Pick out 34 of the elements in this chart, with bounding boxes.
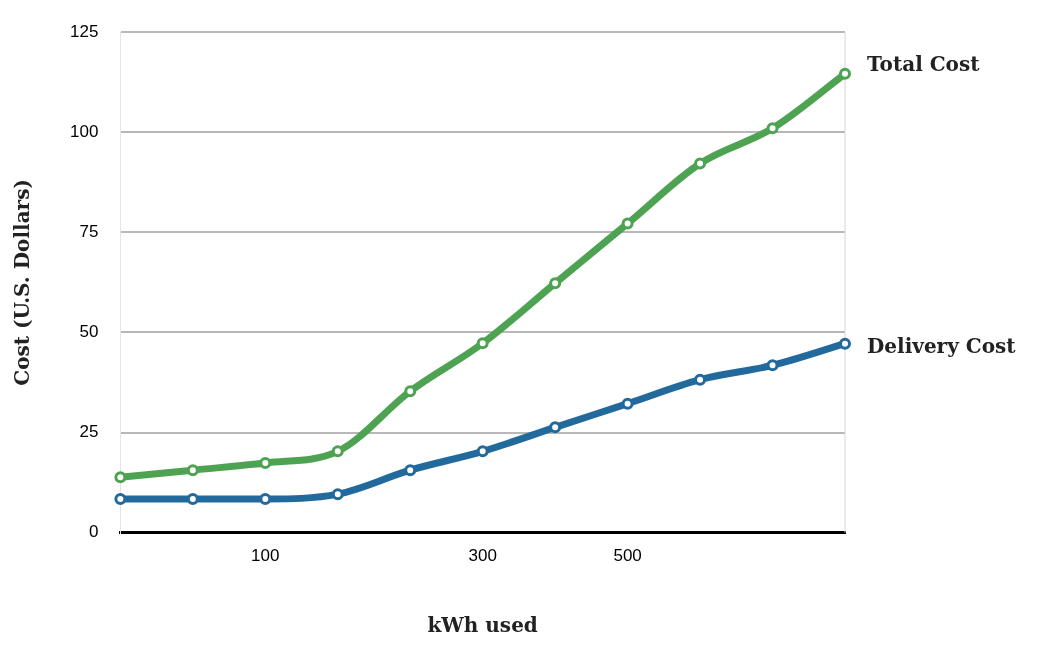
point xyxy=(476,445,489,458)
point xyxy=(549,277,562,290)
point xyxy=(476,337,489,350)
point xyxy=(839,67,851,80)
x-axis-title: kWh used xyxy=(427,613,538,638)
point xyxy=(114,492,127,505)
y-tick-label: 0 xyxy=(88,522,99,542)
series-label: Total Cost xyxy=(867,52,981,77)
point xyxy=(621,217,634,230)
point xyxy=(186,464,199,477)
point xyxy=(621,397,634,410)
point xyxy=(331,445,344,458)
point xyxy=(694,157,707,170)
x-tick-label: 100 xyxy=(251,546,280,566)
point xyxy=(404,385,417,398)
series-label: Delivery Cost xyxy=(867,333,1017,358)
y-tick-label: 100 xyxy=(69,121,99,141)
point xyxy=(404,464,417,477)
point xyxy=(549,421,562,434)
y-axis-title: Cost (U.S. Dollars) xyxy=(10,179,35,386)
y-tick-label: 50 xyxy=(79,322,99,342)
point xyxy=(259,492,272,505)
point xyxy=(766,122,779,135)
point xyxy=(766,359,779,372)
point xyxy=(259,456,272,469)
point xyxy=(694,373,707,386)
point xyxy=(331,488,344,501)
y-tick-label: 25 xyxy=(79,422,99,442)
point xyxy=(114,471,127,484)
y-tick-label: 75 xyxy=(79,222,99,242)
point xyxy=(839,337,851,350)
x-tick-label: 500 xyxy=(613,546,642,566)
x-tick-label: 300 xyxy=(468,546,497,566)
y-tick-label: 125 xyxy=(69,21,99,41)
